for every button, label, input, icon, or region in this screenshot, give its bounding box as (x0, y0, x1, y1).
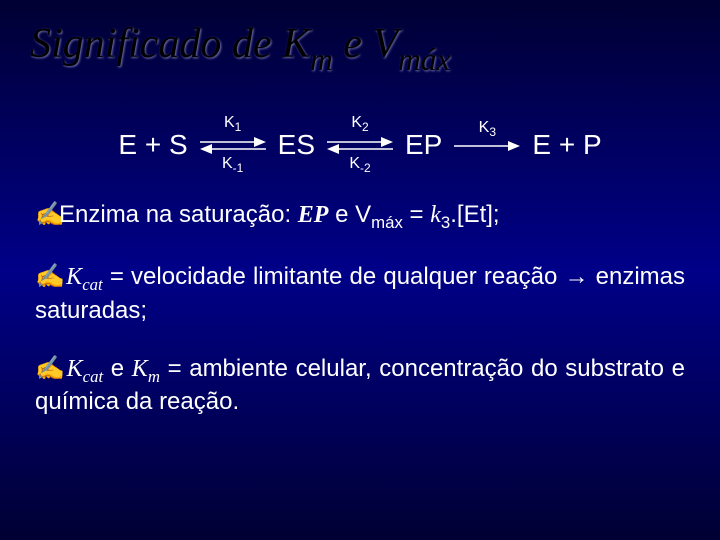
bullet-2: ✍ Kcat = velocidade limitante de qualque… (35, 262, 685, 326)
title-mid: e V (333, 21, 398, 67)
bullet-list: ✍Enzima na saturação: EP e Vmáx = k3.[Et… (0, 200, 720, 417)
k2-label: K2 (351, 114, 368, 134)
km2-label: K-2 (349, 155, 370, 175)
eq-term-es-reactants: E + S (112, 129, 193, 161)
double-arrow-icon (325, 135, 395, 155)
eq-term-es: ES (272, 129, 321, 161)
arrow-fwd-3: K3 (452, 119, 522, 171)
k1-label: K1 (224, 114, 241, 134)
bullet-3: ✍ Kcat e Km = ambiente celular, concentr… (35, 354, 685, 418)
hand-icon: ✍ (35, 200, 59, 230)
single-arrow-icon (452, 139, 522, 153)
double-arrow-icon (198, 135, 268, 155)
arrow-rev-1: K1 K-1 (198, 114, 268, 175)
eq-term-ep: EP (399, 129, 448, 161)
km1-label: K-1 (222, 155, 243, 175)
ep-bold: EP (298, 202, 329, 228)
arrow-rev-2: K2 K-2 (325, 114, 395, 175)
slide-title: Significado de Km e Vmáx (0, 0, 720, 84)
title-prefix: Significado de K (30, 21, 310, 67)
bullet-1: ✍Enzima na saturação: EP e Vmáx = k3.[Et… (35, 200, 685, 234)
kcat: K (66, 264, 82, 290)
k3-spacer (485, 153, 489, 171)
eq-term-products: E + P (526, 129, 607, 161)
title-sub1: m (310, 42, 333, 77)
title-sub2: máx (398, 42, 450, 77)
hand-icon: ✍ (35, 354, 59, 384)
hand-icon: ✍ (35, 262, 59, 292)
k3-label: K3 (479, 119, 496, 139)
reaction-equation: E + S K1 K-1 ES K2 K-2 EP K3 E + P (0, 114, 720, 175)
